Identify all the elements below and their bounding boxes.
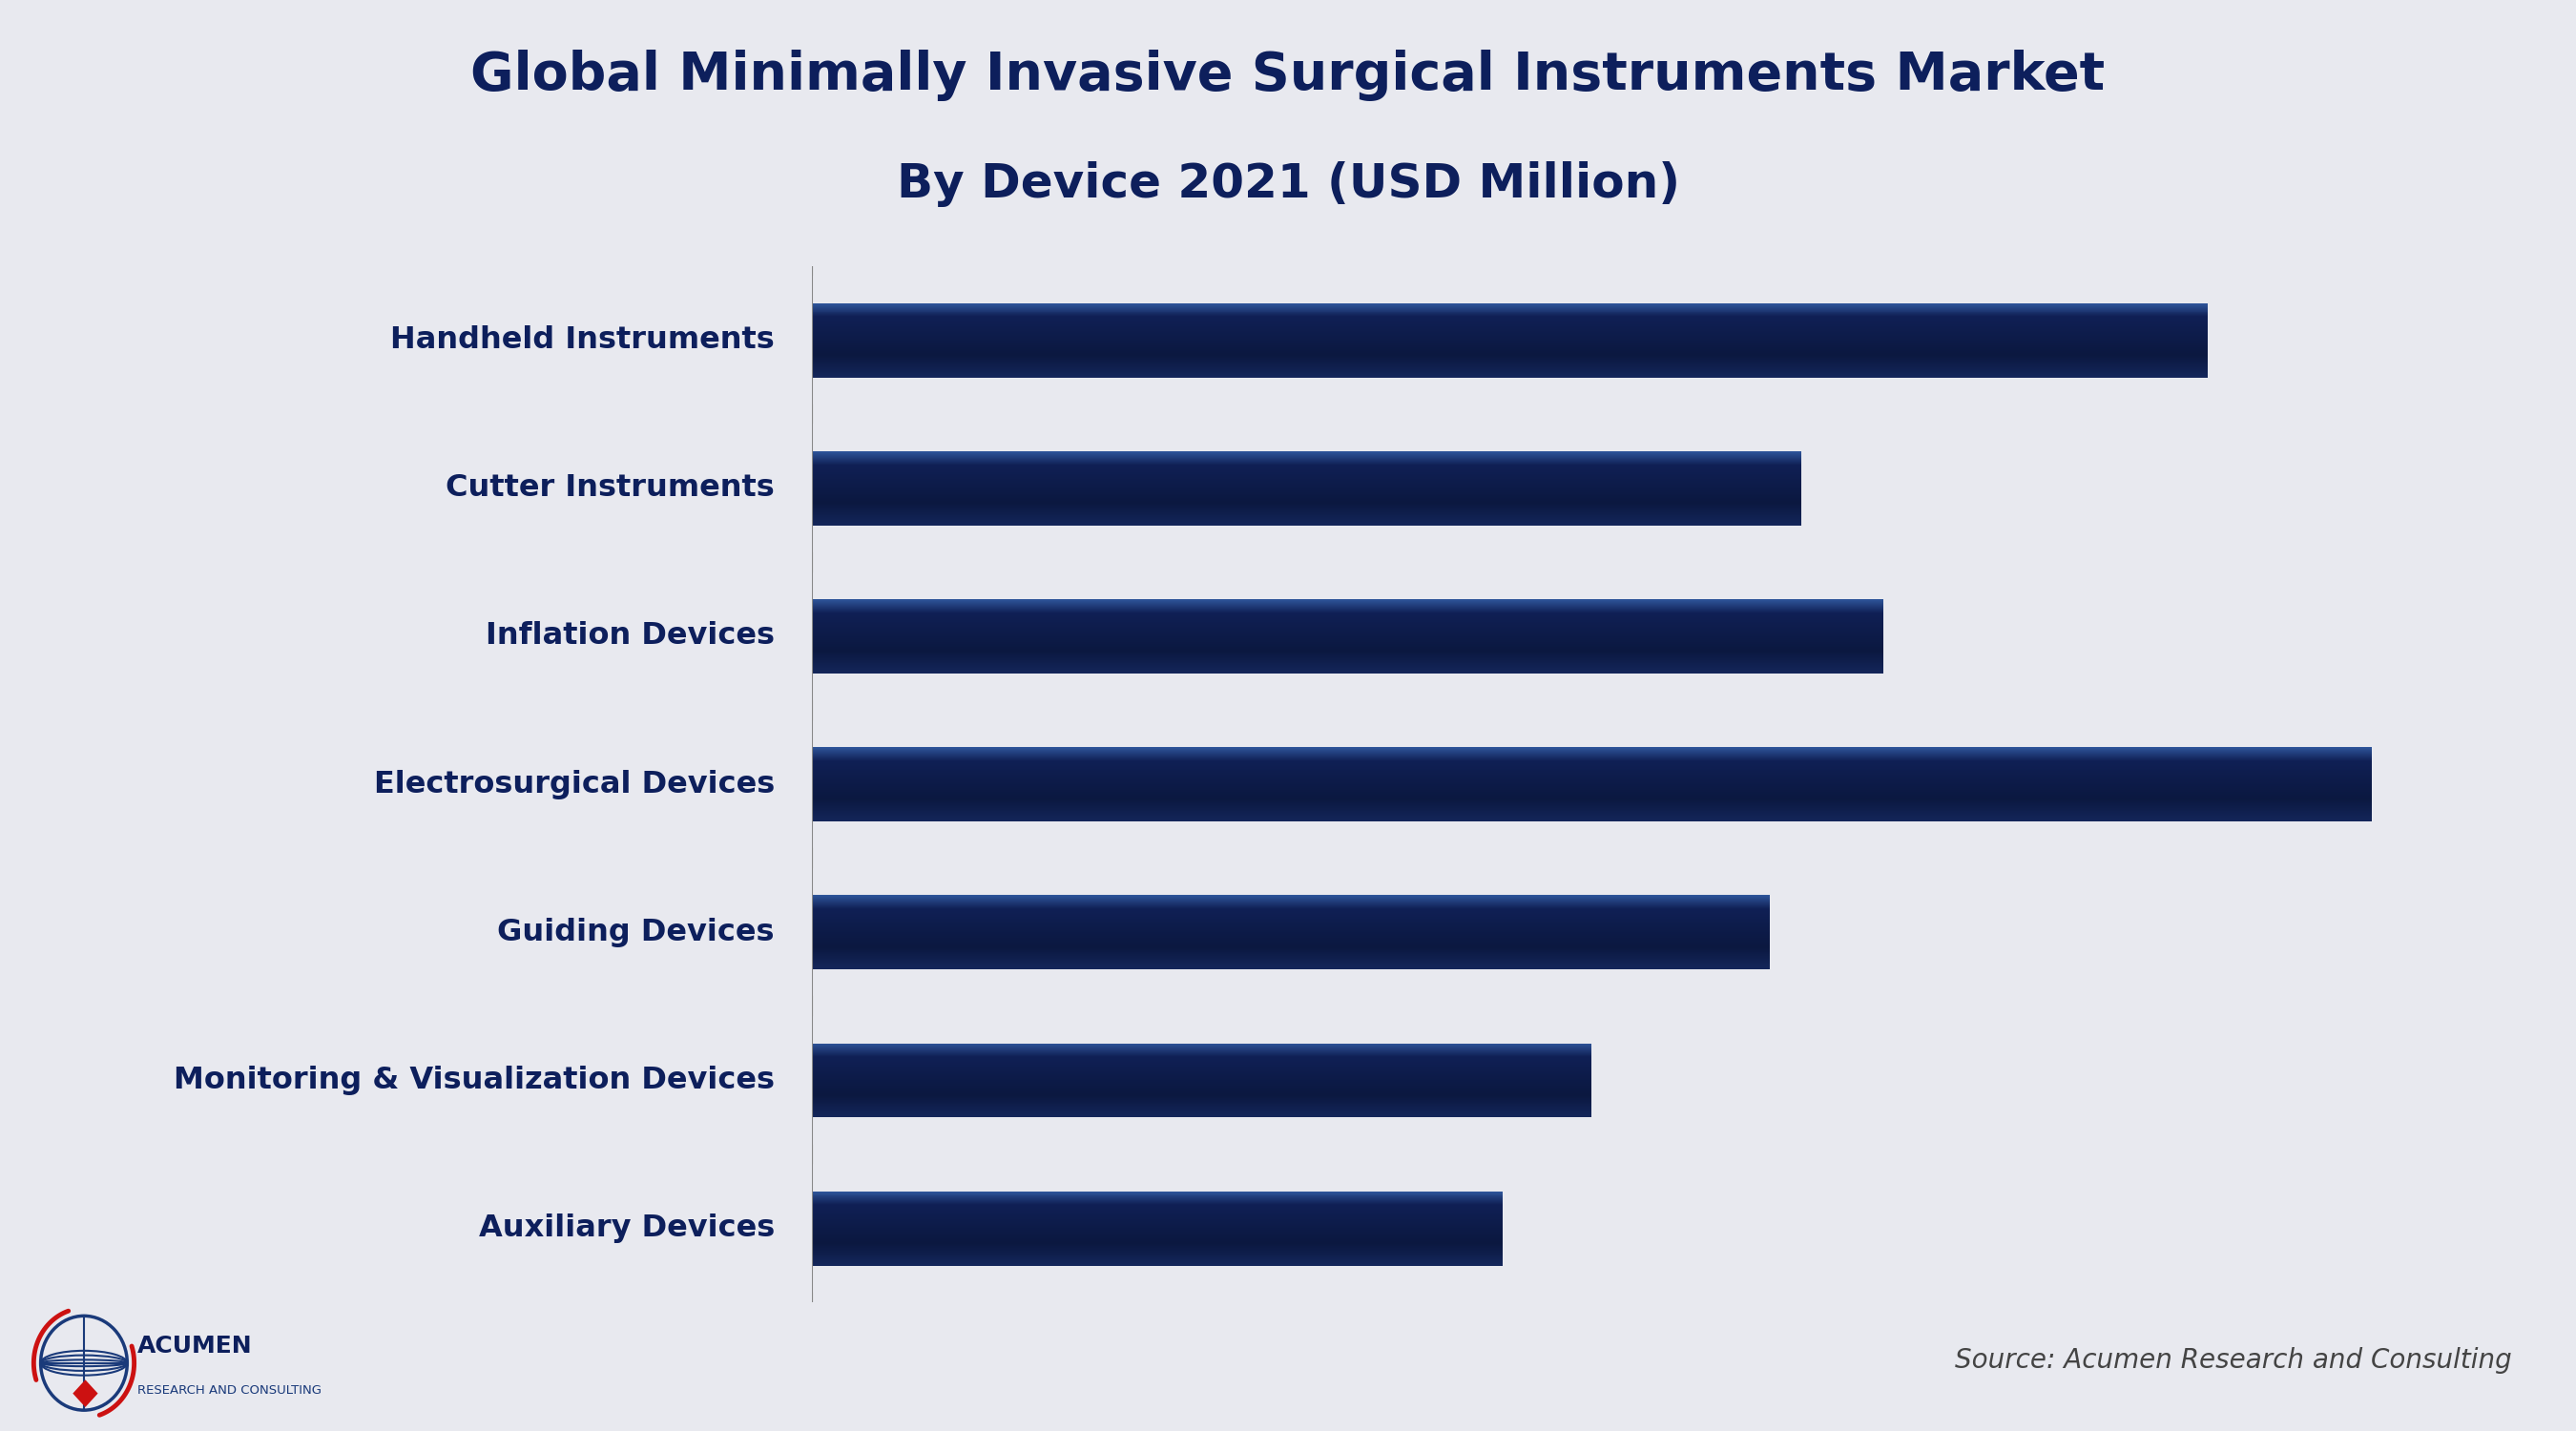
Text: Source: Acumen Research and Consulting: Source: Acumen Research and Consulting bbox=[1955, 1347, 2512, 1374]
Text: Cutter Instruments: Cutter Instruments bbox=[446, 474, 775, 502]
Text: Handheld Instruments: Handheld Instruments bbox=[392, 325, 775, 355]
Text: Global Minimally Invasive Surgical Instruments Market: Global Minimally Invasive Surgical Instr… bbox=[471, 50, 2105, 102]
Text: RESEARCH AND CONSULTING: RESEARCH AND CONSULTING bbox=[137, 1384, 322, 1397]
Text: By Device 2021 (USD Million): By Device 2021 (USD Million) bbox=[896, 162, 1680, 207]
Text: Inflation Devices: Inflation Devices bbox=[484, 621, 775, 651]
Text: Electrosurgical Devices: Electrosurgical Devices bbox=[374, 770, 775, 798]
Polygon shape bbox=[72, 1379, 98, 1407]
Text: ACUMEN: ACUMEN bbox=[137, 1335, 252, 1358]
Text: Monitoring & Visualization Devices: Monitoring & Visualization Devices bbox=[173, 1066, 775, 1095]
Text: Guiding Devices: Guiding Devices bbox=[497, 917, 775, 947]
Text: Auxiliary Devices: Auxiliary Devices bbox=[479, 1213, 775, 1244]
